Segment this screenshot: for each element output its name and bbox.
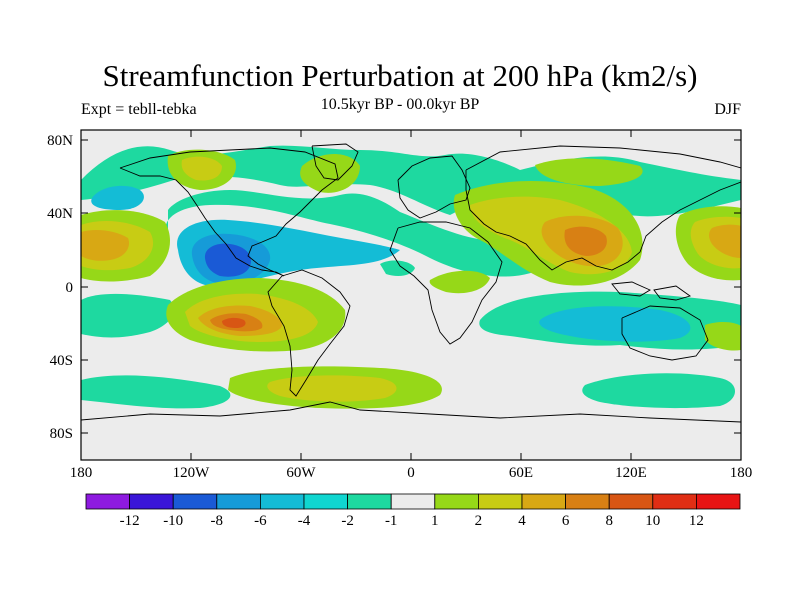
colorbar: -12 -10 -8 -6 -4 -2 -1 1 2 4 6 8 10 12 [85, 493, 741, 529]
lat-label: 0 [66, 280, 74, 296]
contour-region [582, 373, 735, 409]
contour-region [81, 375, 231, 409]
colorbar-swatch [172, 493, 218, 510]
lon-label: 120E [615, 465, 647, 481]
europe-outline [397, 155, 471, 219]
asia-outline [465, 145, 741, 271]
colorbar-swatch [129, 493, 174, 510]
south-america-outline [267, 269, 351, 397]
contour-region [165, 190, 550, 277]
colorbar-swatch [521, 493, 566, 510]
maritime-continent-outline [611, 281, 692, 301]
antarctica-outline [81, 401, 741, 423]
colorbar-swatch [390, 493, 436, 510]
map-title: Streamfunction Perturbation at 200 hPa (… [102, 58, 698, 93]
north-america-outline [119, 147, 339, 277]
latitude-labels: 80N 40N 0 40S 80S [47, 133, 73, 442]
coastlines [81, 143, 741, 423]
colorbar-swatch [216, 493, 261, 510]
contour-region [204, 243, 252, 277]
contour-region [539, 306, 691, 342]
colorbar-label: 6 [562, 513, 570, 529]
contour-region [181, 156, 222, 181]
colorbar-label: -10 [163, 513, 183, 529]
greenland-outline [311, 143, 359, 181]
colorbar-label: -8 [211, 513, 224, 529]
colorbar-label: 8 [605, 513, 613, 529]
tick-marks [81, 130, 741, 460]
lat-label: 40N [47, 206, 73, 222]
period-label: 10.5kyr BP - 00.0kyr BP [320, 96, 480, 113]
colorbar-swatch [303, 493, 348, 510]
africa-outline [389, 221, 503, 345]
season-label: DJF [714, 101, 741, 118]
colorbar-label: -12 [120, 513, 140, 529]
contour-region [380, 260, 415, 276]
plot-area [80, 129, 742, 461]
lon-label: 120W [173, 465, 211, 481]
contour-field [81, 145, 741, 409]
colorbar-label: -4 [298, 513, 311, 529]
contour-region [91, 185, 144, 210]
australia-outline [621, 305, 709, 361]
contour-region [705, 322, 741, 351]
lat-label: 40S [50, 353, 73, 369]
colorbar-swatch [259, 493, 305, 510]
contour-region [709, 224, 741, 258]
lat-label: 80S [50, 426, 73, 442]
contour-region [564, 226, 607, 256]
colorbar-label: -1 [385, 513, 398, 529]
colorbar-swatch [652, 493, 697, 510]
longitude-labels: 180 120W 60W 0 60E 120E 180 [70, 465, 753, 481]
contour-region [222, 317, 246, 328]
colorbar-swatch [696, 493, 741, 510]
colorbar-swatch [85, 493, 130, 510]
colorbar-swatch [565, 493, 610, 510]
colorbar-label: 2 [475, 513, 483, 529]
lon-label: 180 [730, 465, 753, 481]
contour-region [81, 230, 130, 261]
colorbar-swatch [477, 493, 523, 510]
contour-region [81, 293, 174, 338]
lon-label: 0 [407, 465, 415, 481]
contour-region [429, 270, 490, 294]
experiment-label: Expt = tebll-tebka [81, 101, 197, 118]
colorbar-label: 1 [431, 513, 439, 529]
lon-label: 60E [509, 465, 533, 481]
lon-label: 60W [286, 465, 316, 481]
contour-region [535, 158, 643, 186]
colorbar-swatch [347, 493, 392, 510]
lon-label: 180 [70, 465, 93, 481]
colorbar-label: 12 [689, 513, 704, 529]
colorbar-label: 4 [518, 513, 526, 529]
colorbar-swatch [434, 493, 479, 510]
colorbar-label: 10 [645, 513, 660, 529]
colorbar-label: -2 [341, 513, 354, 529]
colorbar-swatch [608, 493, 654, 510]
lat-label: 80N [47, 133, 73, 149]
colorbar-label: -6 [254, 513, 267, 529]
contour-region [267, 375, 397, 402]
